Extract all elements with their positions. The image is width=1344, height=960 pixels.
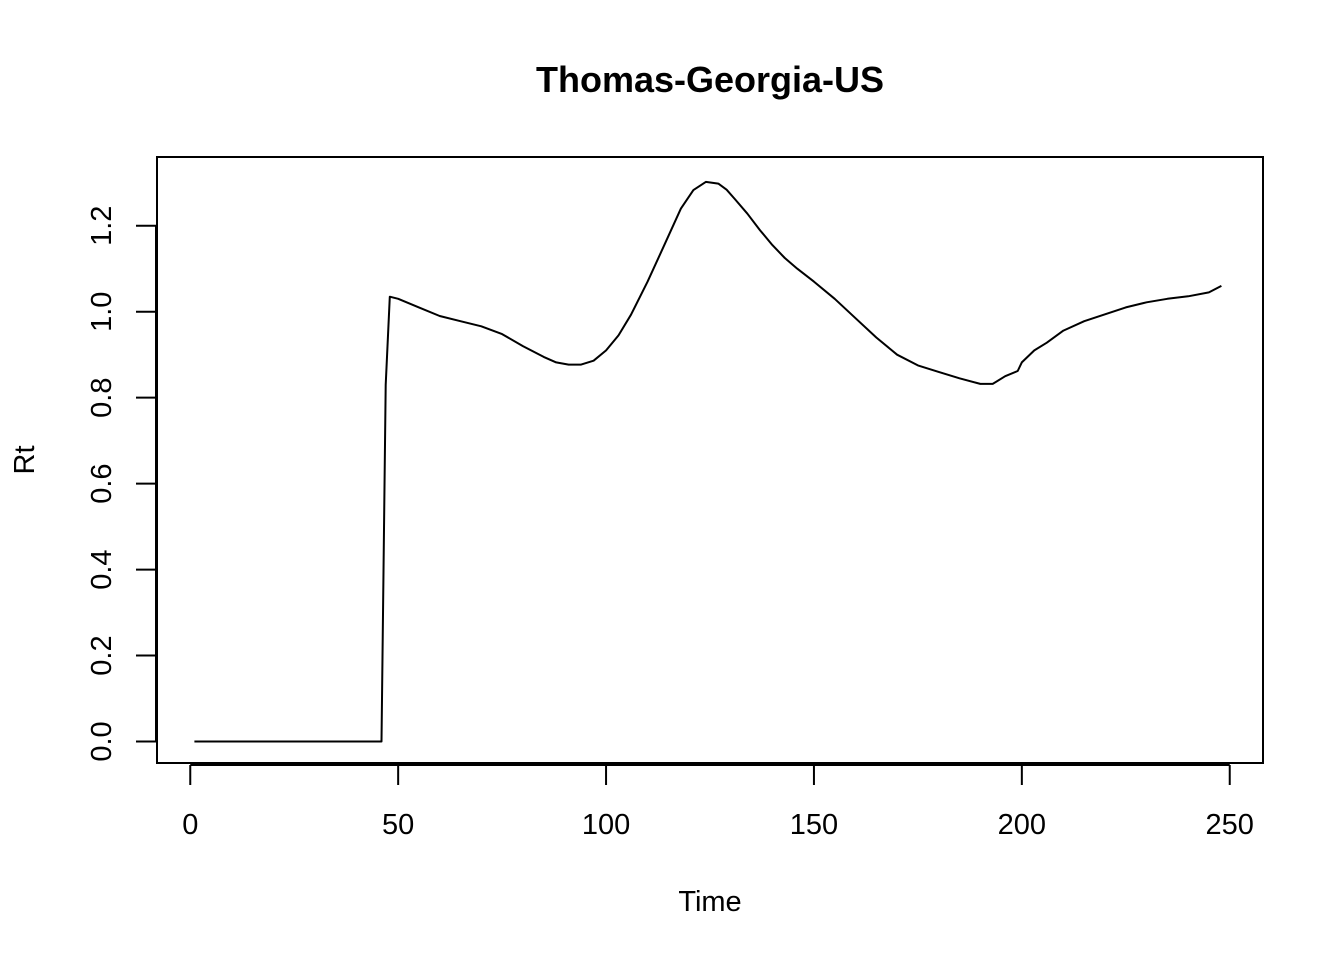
x-tick-label: 200 bbox=[998, 809, 1046, 841]
y-axis: 0.0 0.2 0.4 0.6 0.8 1.0 1.2 bbox=[86, 206, 157, 762]
y-tick-label: 0.0 bbox=[86, 721, 118, 761]
x-tick-label: 100 bbox=[582, 809, 630, 841]
y-tick-label: 0.6 bbox=[86, 463, 118, 503]
y-tick-label: 0.2 bbox=[86, 635, 118, 675]
y-tick-label: 1.0 bbox=[86, 292, 118, 332]
y-axis-label: Rt bbox=[9, 446, 41, 475]
x-axis-label: Time bbox=[678, 886, 741, 918]
x-tick-label: 150 bbox=[790, 809, 838, 841]
chart-title: Thomas-Georgia-US bbox=[536, 59, 884, 100]
x-axis: 0 50 100 150 200 250 bbox=[182, 764, 1254, 841]
y-tick-label: 0.4 bbox=[86, 549, 118, 589]
y-tick-label: 0.8 bbox=[86, 378, 118, 418]
x-tick-label: 0 bbox=[182, 809, 198, 841]
rt-series-line bbox=[194, 180, 1222, 743]
plot-frame bbox=[156, 156, 1264, 764]
x-tick-label: 250 bbox=[1206, 809, 1254, 841]
y-tick-label: 1.2 bbox=[86, 206, 118, 246]
x-tick-label: 50 bbox=[382, 809, 414, 841]
